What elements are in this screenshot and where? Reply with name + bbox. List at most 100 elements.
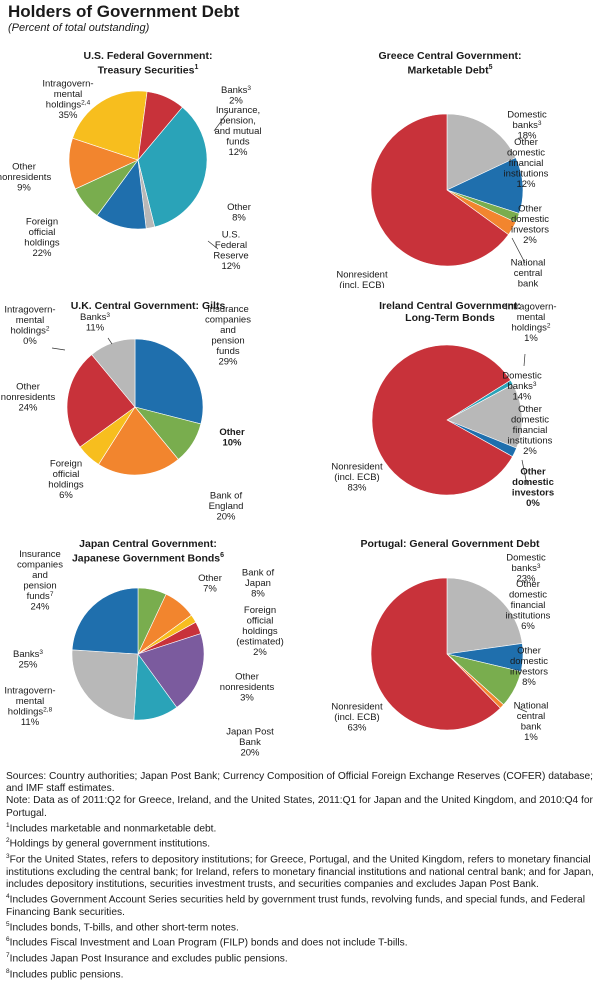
footnote-number: 2 bbox=[6, 837, 10, 845]
pie-slice-domestic-banks bbox=[446, 577, 523, 655]
slice-value: 12% bbox=[228, 147, 248, 158]
label-footnote: 2 bbox=[547, 322, 551, 329]
slice-label-national-central-bank: Nationalcentralbank3% bbox=[511, 257, 546, 288]
leader-line bbox=[207, 240, 219, 250]
slice-value: 83% bbox=[347, 483, 367, 494]
slice-label-japan-post-bank: Japan Post Bank 20% bbox=[226, 727, 274, 759]
slice-value: 7% bbox=[203, 583, 217, 594]
slice-value: 2% bbox=[253, 647, 267, 658]
pie-slice-japan-post-bank bbox=[137, 633, 205, 708]
label-footnote: 2,4 bbox=[81, 99, 90, 106]
slice-value: 2% bbox=[523, 235, 537, 246]
slice-value: 12% bbox=[221, 261, 241, 272]
chart-title: U.S. Federal Government: Treasury Securit… bbox=[0, 50, 296, 77]
slice-label-other: Other 8% bbox=[227, 202, 251, 224]
pie-slice-domestic-banks bbox=[446, 113, 517, 191]
slice-value: 23% bbox=[516, 574, 536, 585]
chart-title-line: Greece Central Government: bbox=[378, 50, 522, 62]
footnote-number: 3 bbox=[6, 853, 10, 860]
pie-chart: Intragovern-mental holdings2,4 35%Banks3 2%… bbox=[0, 78, 262, 272]
slice-label-other-nonresidents: Other nonresidents 3% bbox=[220, 672, 275, 704]
slice-value: 11% bbox=[86, 322, 105, 333]
slice-value: 6% bbox=[521, 621, 535, 632]
slice-label-domestic-banks: Domestic banks3 18% bbox=[507, 110, 547, 142]
leader-line bbox=[51, 347, 66, 351]
pie-chart-panel: Other 7% Bank of Japan 8% Foreign official hold… bbox=[0, 524, 296, 772]
slice-value: 1% bbox=[524, 732, 538, 743]
slice-value: 8% bbox=[251, 589, 265, 600]
slice-value: 2% bbox=[229, 95, 243, 106]
slice-label-other-domestic-investors: Other domestic investors 2% bbox=[511, 203, 549, 246]
chart-title-line: U.S. Federal Government: bbox=[83, 50, 213, 62]
footnote-text: Includes marketable and nonmarketable de… bbox=[9, 823, 217, 835]
chart-title-footnote: 5 bbox=[488, 64, 493, 71]
footnotes-list: 1Includes marketable and nonmarketable d… bbox=[6, 820, 600, 981]
pie-slice-domestic-banks bbox=[446, 383, 523, 449]
slice-value: 24% bbox=[18, 403, 38, 414]
footnote-2: 2Holdings by general government institut… bbox=[6, 835, 600, 851]
label-footnote: 3 bbox=[533, 381, 537, 388]
slice-label-other: Other 10% bbox=[219, 427, 245, 449]
label-footnote: 7 bbox=[50, 591, 54, 598]
pie-slice-insurance-companies-and-pension-funds bbox=[134, 338, 204, 425]
slice-label-national-central-bank: National central bank 1% bbox=[514, 700, 549, 743]
pie-slice-other-nonresidents bbox=[66, 354, 136, 448]
slice-value: 25% bbox=[18, 659, 38, 670]
leader-line bbox=[511, 237, 526, 264]
pie-slice-banks bbox=[91, 338, 136, 408]
slice-label-nonresident-incl-ecb: Nonresident (incl. ECB) 83% bbox=[331, 462, 383, 494]
slice-label-other: Other 7% bbox=[198, 573, 222, 595]
pie-chart: Other 7% Bank of Japan 8% Foreign official hold… bbox=[4, 549, 283, 759]
leader-line bbox=[107, 337, 113, 345]
label-footnote: 3 bbox=[39, 649, 43, 656]
slice-value: 6% bbox=[59, 490, 73, 501]
footnote-5: 5Includes bonds, T-bills, and other shor… bbox=[6, 919, 600, 935]
page-title: Holders of Government Debt bbox=[8, 2, 240, 21]
slice-label-foreign-official-holdings: Foreign official holdings 22% bbox=[24, 216, 60, 258]
footnote-number: 1 bbox=[6, 821, 10, 829]
chart-title: Portugal: General Government Debt bbox=[302, 538, 598, 550]
pie-slice-banks bbox=[71, 649, 139, 721]
chart-title-line: U.K. Central Government: Gilts bbox=[70, 300, 226, 312]
chart-title-line: Treasury Securities1 bbox=[97, 64, 199, 77]
pie-slice-nonresident-incl-ecb bbox=[370, 577, 501, 731]
chart-title: Greece Central Government: Marketable Deb… bbox=[302, 50, 598, 77]
slice-label-foreign-official-holdings: Foreign official holdings 6% bbox=[48, 458, 84, 501]
slice-label-intragovernmental-holdings: Intragovern-mental holdings2,4 35% bbox=[42, 78, 93, 121]
footnote-number: 5 bbox=[6, 920, 10, 928]
pie-chart: Intragovern-mental holdings2 1%Domestic ban… bbox=[331, 301, 556, 509]
chart-title-footnote: 6 bbox=[220, 552, 225, 559]
slice-value: 9% bbox=[17, 183, 31, 194]
footnote-3: 3For the United States, refers to deposi… bbox=[6, 851, 600, 891]
slice-value: 10% bbox=[222, 437, 242, 448]
slice-label-domestic-banks: Domestic banks3 14% bbox=[502, 371, 542, 403]
slice-value: 20% bbox=[216, 512, 236, 523]
footnote-6: 6Includes Fiscal Investment and Loan Pro… bbox=[6, 934, 600, 950]
footnote-number: 6 bbox=[6, 936, 10, 944]
pie-chart-panel: Intragovern-mental holdings2 0% Insurance co… bbox=[0, 290, 296, 538]
pie-slice-intragovernmental-holdings bbox=[137, 106, 208, 228]
pie-slice-insurance-companies-and-pension-funds bbox=[71, 587, 139, 655]
label-footnote: 3 bbox=[538, 120, 542, 127]
slice-label-bank-of-england: Bank of England 20% bbox=[209, 491, 244, 523]
slice-label-banks: Banks3 11% bbox=[80, 312, 110, 334]
slice-label-other-domestic-investors: Other domestic investors 0% bbox=[512, 466, 554, 509]
footnote-text: Includes bonds, T-bills, and other short… bbox=[9, 922, 239, 934]
slice-value: 22% bbox=[32, 248, 52, 259]
slice-label-nonresident-incl-ecb: Nonresident (incl. ECB) 63% bbox=[331, 702, 383, 734]
slice-value: 24% bbox=[30, 601, 50, 612]
chart-title-line: Portugal: General Government Debt bbox=[360, 538, 540, 550]
pie-chart-panel: Intragovern-mental holdings2 1% Domestic ban… bbox=[302, 290, 598, 538]
pie-chart: Domestic banks3 23%Other domestic financial i… bbox=[331, 553, 551, 743]
slice-value: 18% bbox=[517, 131, 537, 142]
slice-value: 12% bbox=[516, 179, 536, 190]
note-text: Note: Data as of 2011:Q2 for Greece, Ire… bbox=[6, 795, 593, 819]
pie-chart-panel: Intragovern-mental holdings2,4 35% Banks3 2%… bbox=[0, 40, 296, 288]
slice-value: 3% bbox=[240, 693, 254, 704]
footnote-number: 4 bbox=[6, 893, 10, 900]
chart-title-line: Ireland Central Government: bbox=[379, 300, 521, 312]
pie-slice-foreign-official-holdings bbox=[72, 90, 148, 161]
slice-label-other-domestic-financial-institutions: Other domestic financial institutions 12% bbox=[504, 137, 549, 190]
slice-label-other-nonresidents: Other nonresidents 9% bbox=[0, 162, 51, 194]
slice-label-other-domestic-financial-institutions: Other domestic financial institutions 6% bbox=[506, 579, 551, 632]
